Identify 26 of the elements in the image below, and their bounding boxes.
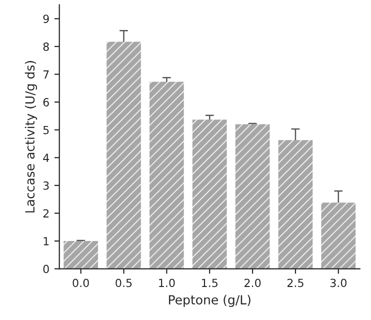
bar <box>235 124 270 269</box>
bar <box>278 140 313 269</box>
y-tick-label: 1 <box>44 237 49 246</box>
bar <box>106 42 141 269</box>
y-tick-label: 8 <box>43 42 49 51</box>
bar <box>64 241 98 269</box>
x-tick-label: 1.5 <box>202 278 218 288</box>
x-tick-label: 2.0 <box>244 278 261 288</box>
x-tick-label: 1.0 <box>159 278 175 288</box>
x-tick-label: 3.0 <box>330 278 347 288</box>
y-tick-label: 0 <box>43 264 49 274</box>
y-axis-title: Laccase activity (U/g ds) <box>24 61 38 212</box>
y-tick-label: 6 <box>43 98 49 106</box>
x-tick-label: 2.5 <box>287 278 304 288</box>
y-tick-label: 2 <box>43 209 49 218</box>
y-tick-label: 5 <box>43 126 49 134</box>
x-tick-label: 0.5 <box>116 278 132 288</box>
y-tick-label: 9 <box>43 14 49 24</box>
y-tick-label: 7 <box>43 70 49 78</box>
x-tick-label: 0.0 <box>72 278 89 288</box>
x-axis-title: Peptone (g/L) <box>168 294 250 307</box>
y-tick-label: 4 <box>43 154 50 162</box>
bar <box>321 202 356 269</box>
y-tick-label: 3 <box>43 181 49 190</box>
bar <box>150 82 184 269</box>
bar <box>192 120 227 269</box>
